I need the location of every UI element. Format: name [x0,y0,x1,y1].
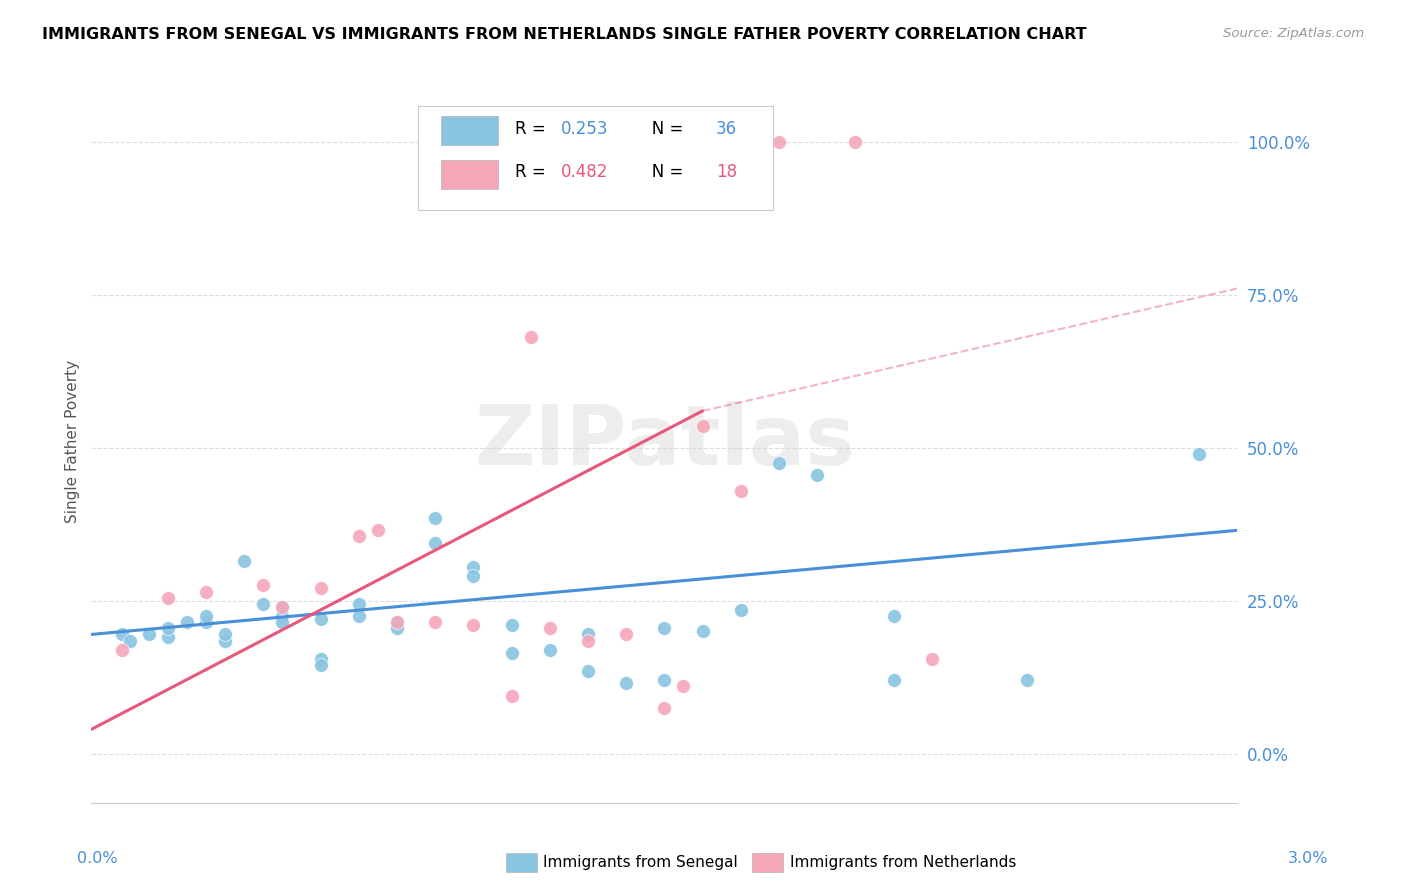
Point [156,621,179,635]
Text: 3.0%: 3.0% [1288,851,1329,865]
Text: 18: 18 [716,163,737,181]
Point [385,615,408,630]
Point [576,627,599,641]
Text: ZIPatlas: ZIPatlas [474,401,855,482]
Point [271,599,294,614]
Point [156,591,179,605]
FancyBboxPatch shape [441,160,498,189]
Point [423,511,446,525]
Point [768,456,790,470]
Text: 36: 36 [716,120,737,137]
Point [138,627,160,641]
Point [385,621,408,635]
Point [501,689,523,703]
Point [309,658,332,673]
Point [614,676,637,690]
Text: 0.482: 0.482 [561,163,609,181]
Point [463,569,485,583]
Point [730,483,752,498]
Point [176,615,198,630]
Point [672,680,695,694]
Point [214,633,236,648]
Point [921,652,943,666]
Text: N =: N = [636,163,689,181]
Point [271,609,294,624]
Point [271,615,294,630]
FancyBboxPatch shape [418,105,773,211]
Point [882,673,904,688]
Text: IMMIGRANTS FROM SENEGAL VS IMMIGRANTS FROM NETHERLANDS SINGLE FATHER POVERTY COR: IMMIGRANTS FROM SENEGAL VS IMMIGRANTS FR… [42,27,1087,42]
Point [614,627,637,641]
Point [652,701,675,715]
Point [538,621,561,635]
Point [652,621,675,635]
Point [118,633,141,648]
Point [271,599,294,614]
Point [463,560,485,574]
Point [576,664,599,678]
Point [252,578,274,592]
Text: N =: N = [636,120,689,137]
Point [194,609,217,624]
Point [309,652,332,666]
Point [538,642,561,657]
Point [576,633,599,648]
Point [347,609,370,624]
Text: Immigrants from Senegal: Immigrants from Senegal [543,855,738,870]
Point [1017,673,1039,688]
Point [501,618,523,632]
Point [156,631,179,645]
Point [214,627,236,641]
Text: Immigrants from Netherlands: Immigrants from Netherlands [790,855,1017,870]
Point [111,642,134,657]
Point [423,535,446,549]
Point [844,135,866,149]
Point [806,468,828,483]
Text: Source: ZipAtlas.com: Source: ZipAtlas.com [1223,27,1364,40]
Point [385,615,408,630]
Point [347,529,370,543]
Point [730,603,752,617]
Point [692,419,714,434]
Point [252,597,274,611]
Text: 0.0%: 0.0% [77,851,118,865]
Point [111,627,134,641]
Point [309,582,332,596]
Text: R =: R = [516,120,551,137]
Point [423,615,446,630]
Text: 0.253: 0.253 [561,120,609,137]
Point [194,615,217,630]
Point [1188,447,1211,461]
Point [768,135,790,149]
Point [347,597,370,611]
FancyBboxPatch shape [441,117,498,145]
Point [463,618,485,632]
Y-axis label: Single Father Poverty: Single Father Poverty [65,360,80,523]
Point [309,612,332,626]
Point [233,554,256,568]
Point [882,609,904,624]
Point [194,584,217,599]
Point [367,524,389,538]
Point [519,330,541,344]
Point [692,624,714,639]
Point [501,646,523,660]
Text: R =: R = [516,163,551,181]
Point [652,673,675,688]
